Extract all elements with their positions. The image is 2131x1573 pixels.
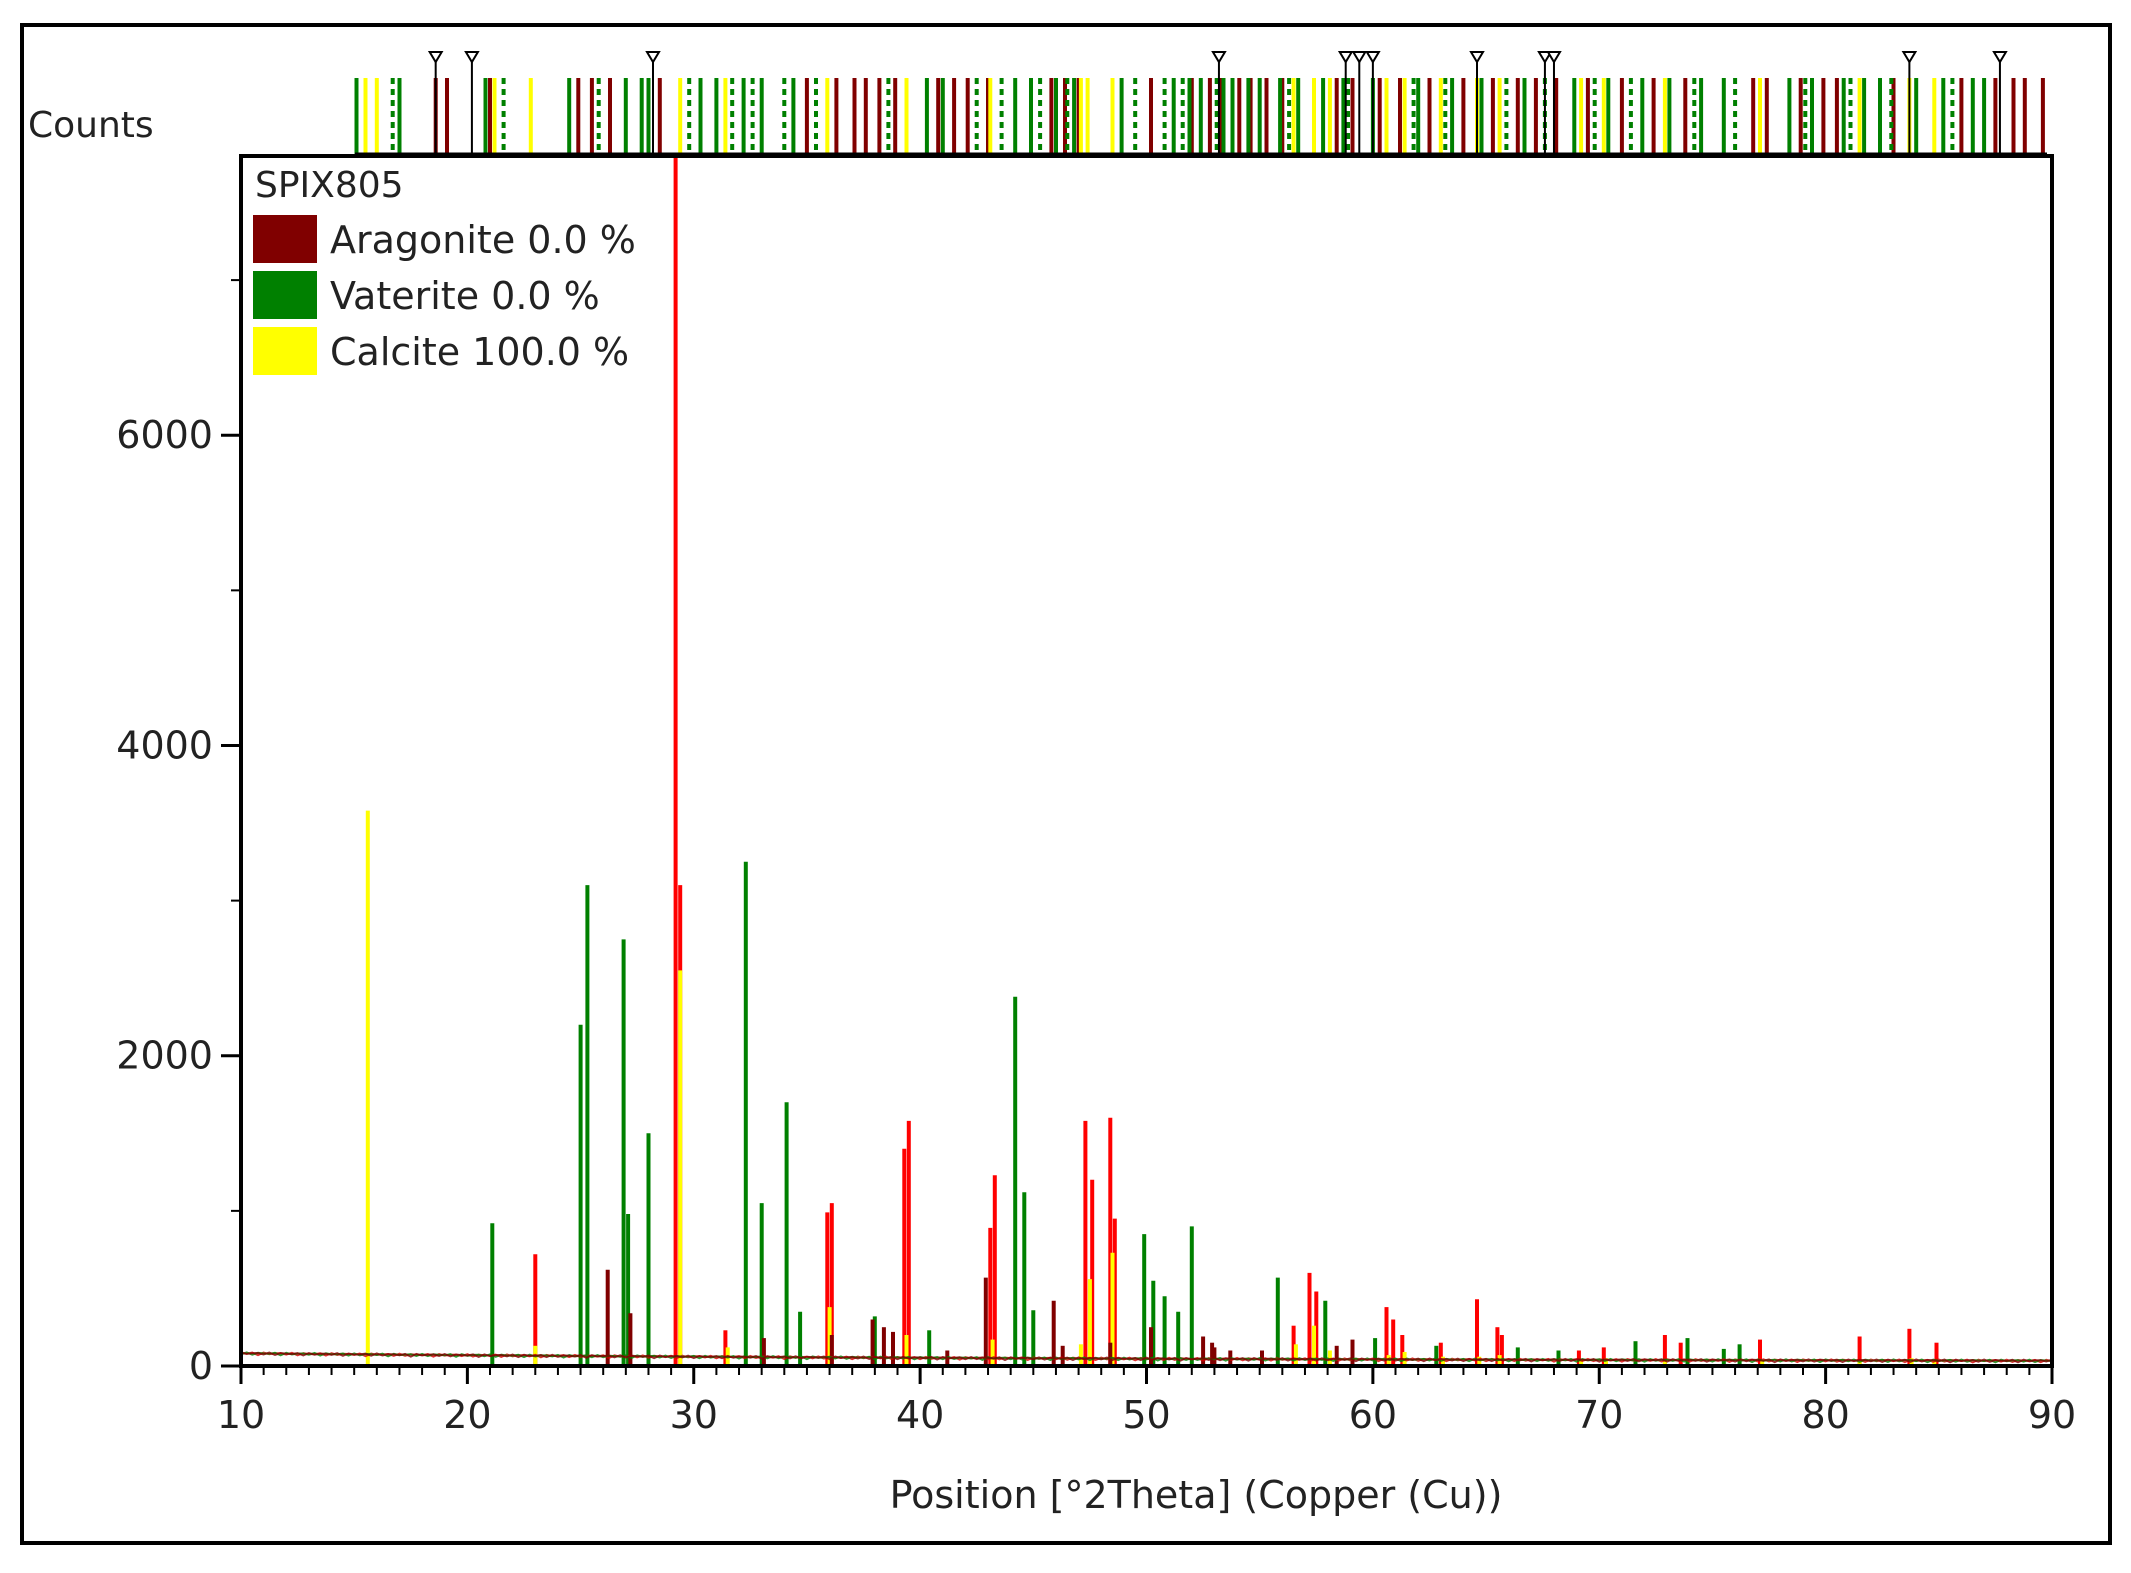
x-tick-label: 60 [1349, 1393, 1397, 1437]
x-tick-label: 70 [1575, 1393, 1623, 1437]
peak-marker-triangle [1337, 51, 1354, 64]
baseline-trace [240, 1351, 2053, 1364]
peak-marker-triangle [645, 51, 661, 64]
x-axis-label: Position [°2Theta] (Copper (Cu)) [890, 1473, 1503, 1517]
x-tick-label: 30 [670, 1393, 718, 1437]
legend-swatch-vaterite [253, 271, 317, 319]
peak-marker-triangle [1901, 51, 1918, 64]
peak-marker-triangle [1211, 51, 1227, 64]
legend-swatch-calcite [253, 327, 317, 375]
legend-swatch-aragonite [253, 215, 317, 263]
x-tick-label: 90 [2028, 1393, 2076, 1437]
x-tick-label: 50 [1122, 1393, 1170, 1437]
x-axis: 10 20 30 40 50 60 70 80 90 [217, 1366, 2076, 1437]
y-tick-label: 0 [189, 1344, 213, 1388]
peak-marker-triangle [1469, 51, 1485, 64]
y-tick-label: 4000 [116, 723, 213, 767]
x-tick-label: 80 [1801, 1393, 1849, 1437]
x-tick-label: 10 [217, 1393, 265, 1437]
y-axis: 0 2000 4000 6000 [116, 279, 241, 1388]
reference-pattern-strip [354, 51, 2045, 154]
legend-label-calcite: Calcite 100.0 % [330, 330, 629, 374]
peak-marker-triangle [1992, 51, 2008, 64]
y-tick-label: 6000 [116, 413, 213, 457]
legend: SPIX805 Aragonite 0.0 % Vaterite 0.0 % C… [253, 165, 636, 375]
x-tick-label: 40 [896, 1393, 944, 1437]
x-tick-label: 20 [443, 1393, 491, 1437]
background-baseline [240, 1351, 2053, 1364]
legend-label-aragonite: Aragonite 0.0 % [330, 218, 636, 262]
peak-marker-triangle [427, 51, 444, 64]
y-axis-label: Counts [28, 105, 154, 146]
peak-marker-triangle [1537, 51, 1553, 64]
peak-marker-triangle [1351, 51, 1368, 64]
peak-marker-triangle [1365, 51, 1381, 64]
legend-title: SPIX805 [255, 165, 404, 206]
legend-label-vaterite: Vaterite 0.0 % [330, 274, 600, 318]
peak-marker-triangle [464, 51, 480, 64]
peak-marker-triangle [1546, 51, 1562, 64]
figure-border [20, 23, 2112, 1545]
y-tick-label: 2000 [116, 1034, 213, 1078]
